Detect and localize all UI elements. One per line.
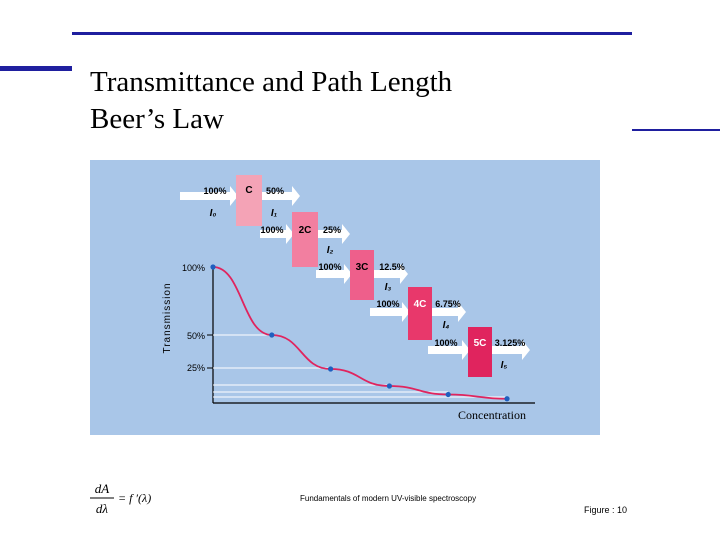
x-axis-label: Concentration [458,408,526,422]
cell-label-3c: 3C [356,262,369,273]
beers-law-diagram: 100% 50% 25% Transmission Concentration … [90,160,600,435]
slide-title: Transmittance and Path Length Beer’s Law [90,64,452,138]
cell-box-5c [468,327,492,377]
formula-numerator: dA [95,481,110,496]
arrow-in-2c [260,224,294,244]
title-line-1: Transmittance and Path Length [90,66,453,98]
y-tick-25: 25% [187,363,205,373]
left-accent-bar [0,66,72,71]
pct-out-4c: 6.75% [435,299,461,309]
pct-in-c: 100% [203,186,226,196]
arrow-in-5c [428,340,470,360]
curve-point-5 [504,396,510,402]
intensity-out-2c: I₂ [327,245,334,256]
arrow-out-5c [492,340,530,360]
pct-in-3c: 100% [318,262,341,272]
curve-point-2 [328,366,334,372]
pct-out-5c: 3.125% [495,338,526,348]
arrow-in-3c [316,264,352,284]
intensity-in-c: I₀ [210,208,217,219]
pct-out-c: 50% [266,186,284,196]
arrow-out-2c [318,224,350,244]
pct-out-2c: 25% [323,225,341,235]
y-axis-label: Transmission [162,282,173,353]
cell-label-2c: 2C [299,225,312,236]
arrow-out-4c [432,302,466,322]
top-divider-line [72,32,632,35]
curve-point-1 [269,332,275,338]
cell-box-3c [350,250,374,300]
pct-in-5c: 100% [434,338,457,348]
cell-c: C 100% 50% I₀ I₁ [180,175,300,226]
cell-label-5c: 5C [474,338,487,349]
y-tick-50: 50% [187,331,205,341]
pct-in-2c: 100% [260,225,283,235]
curve-point-4 [445,391,451,398]
arrow-in-c [180,186,238,206]
cell-3c: 3C 100% 12.5% I₃ [316,250,408,300]
cell-2c: 2C 100% 25% I₂ [260,212,350,267]
intensity-out-c: I₁ [271,208,278,219]
arrow-out-c [262,186,300,206]
formula-denominator: dλ [96,501,109,516]
arrow-in-4c [370,302,410,322]
footer-source: Fundamentals of modern UV-visible spectr… [300,494,477,503]
y-tick-100: 100% [182,263,205,273]
pct-in-4c: 100% [376,299,399,309]
cell-box-c [236,175,262,226]
curve-point-0 [210,264,216,270]
cell-box-4c [408,287,432,340]
curve-points [210,264,510,402]
cell-box-2c [292,212,318,267]
arrow-out-3c [374,264,408,284]
right-divider-line [632,129,720,131]
cell-5c: 5C 100% 3.125% I₅ [428,327,530,377]
cell-4c: 4C 100% 6.75% I₄ [370,287,466,340]
pct-out-3c: 12.5% [379,262,405,272]
figure-number: Figure : 10 [584,505,628,515]
formula-rhs: = f ′(λ) [118,491,151,505]
curve-point-3 [386,383,392,389]
intensity-out-3c: I₃ [385,282,392,293]
cell-label-4c: 4C [414,299,427,310]
cell-label-c: C [245,185,252,196]
intensity-out-5c: I₅ [501,360,508,371]
derivative-formula: dA dλ = f ′(λ) [88,478,198,520]
intensity-out-4c: I₄ [443,320,450,331]
title-line-2: Beer’s Law [90,103,224,135]
